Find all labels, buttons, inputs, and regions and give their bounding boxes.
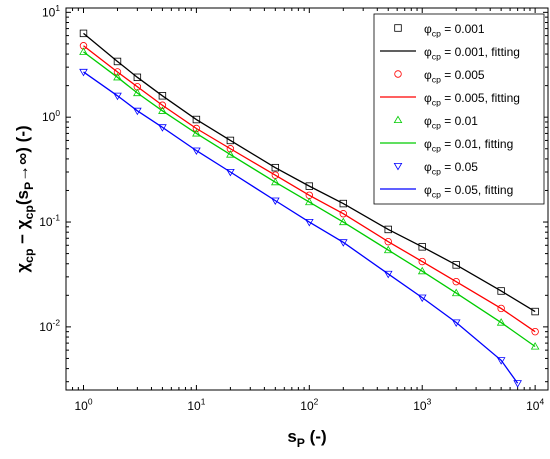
y-tick-label: 100 [42, 108, 60, 124]
marker [305, 182, 314, 190]
marker [339, 210, 348, 218]
legend-swatch [393, 115, 403, 124]
marker [452, 277, 460, 286]
legend-label: φcp = 0.005, fitting [424, 91, 520, 108]
fit-line [83, 51, 536, 348]
marker [113, 57, 122, 66]
marker [271, 163, 280, 172]
marker [417, 294, 427, 303]
legend-label: φcp = 0.01 [424, 114, 478, 131]
y-tick-label: 10-2 [39, 317, 60, 333]
marker [192, 115, 201, 124]
legend-label: φcp = 0.001, fitting [424, 45, 520, 62]
marker [531, 327, 539, 336]
marker [418, 257, 426, 266]
marker [226, 145, 235, 153]
marker [192, 124, 201, 133]
marker [339, 199, 348, 208]
marker [451, 319, 461, 327]
plot-frame [65, 7, 549, 391]
y-axis-title: χcp − χcp(sP→∞) (-) [13, 125, 36, 272]
legend-swatch [394, 70, 402, 78]
marker [79, 47, 88, 55]
legend-label: φcp = 0.001 [424, 22, 485, 39]
legend-swatch [394, 24, 402, 32]
marker [418, 243, 426, 251]
marker [497, 287, 505, 295]
marker [226, 136, 235, 145]
marker [113, 68, 122, 76]
marker [158, 92, 167, 100]
x-axis-title: sP (-) [287, 427, 326, 450]
x-tick-label: 102 [300, 397, 318, 413]
fit-line [83, 45, 536, 333]
y-tick-label: 101 [42, 3, 60, 19]
marker [452, 261, 460, 269]
x-tick-label: 104 [526, 397, 544, 413]
x-tick-label: 100 [74, 397, 92, 413]
legend-label: φcp = 0.05 [424, 160, 478, 177]
marker [133, 88, 142, 97]
marker [79, 42, 88, 50]
legend-label: φcp = 0.01, fitting [424, 137, 513, 154]
fit-line [83, 32, 536, 313]
x-tick-label: 101 [187, 397, 205, 413]
legend-swatch [393, 162, 403, 171]
marker [133, 73, 142, 82]
marker [158, 101, 167, 109]
marker [531, 307, 539, 316]
marker [113, 72, 122, 81]
legend-label: φcp = 0.05, fitting [424, 183, 513, 200]
y-tick-label: 10-1 [39, 213, 60, 229]
fit-line [83, 71, 519, 384]
marker [497, 304, 505, 313]
marker [384, 237, 392, 246]
legend-label: φcp = 0.005 [424, 68, 485, 85]
legend-box [373, 13, 545, 205]
marker [384, 225, 392, 234]
marker [79, 29, 88, 38]
marker [496, 357, 506, 365]
marker [113, 92, 122, 101]
marker [513, 380, 522, 388]
x-tick-label: 103 [413, 397, 431, 413]
